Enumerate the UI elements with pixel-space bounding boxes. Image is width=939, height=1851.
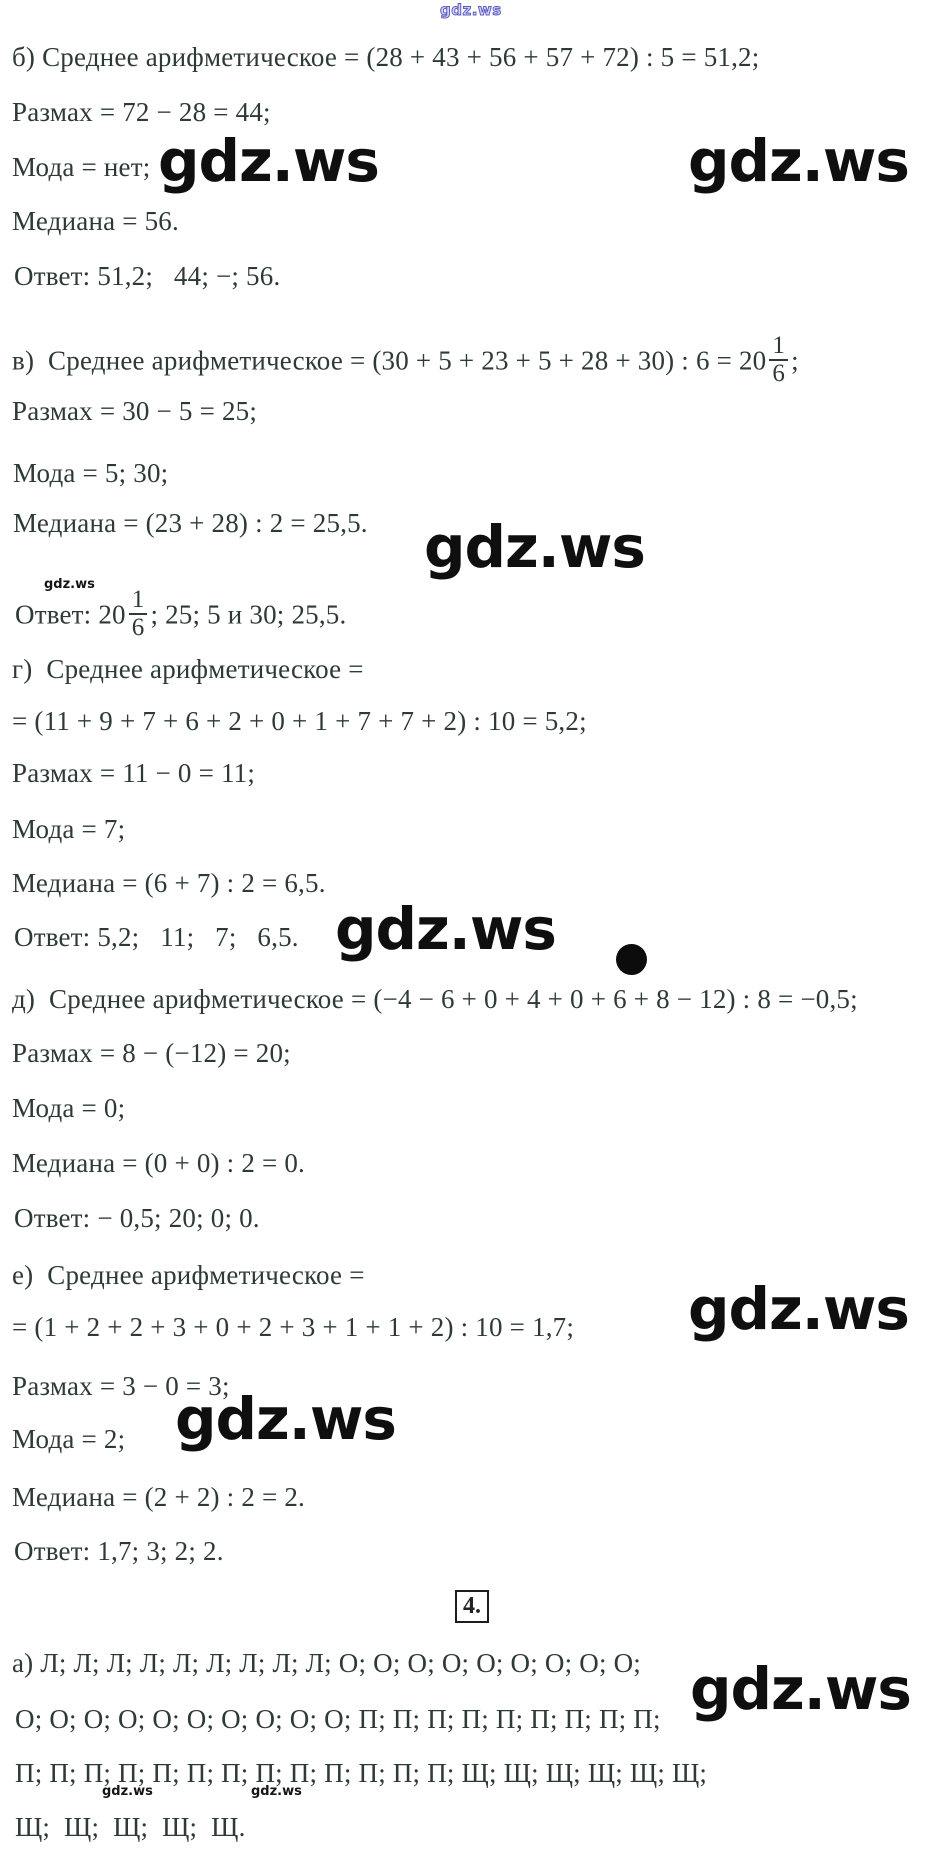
fraction-numerator: 1 bbox=[131, 586, 145, 613]
line-e-heading: е) Среднее арифметическое = bbox=[12, 1260, 365, 1290]
line-v-median: Медиана = (23 + 28) : 2 = 25,5. bbox=[13, 508, 368, 538]
gdzws-watermark-large-4: gdz.ws bbox=[335, 895, 557, 963]
line-task4-2: О; О; О; О; О; О; О; О; О; О; П; П; П; П… bbox=[15, 1704, 661, 1734]
gdzws-watermark-large-7: gdz.ws bbox=[690, 1655, 912, 1723]
gdzws-watermark-large-3: gdz.ws bbox=[424, 513, 646, 581]
line-v-mode: Мода = 5; 30; bbox=[13, 458, 169, 488]
v-answer-suffix: ; 25; 5 и 30; 25,5. bbox=[150, 599, 347, 630]
line-task4-4: Щ; Щ; Щ; Щ; Щ. bbox=[15, 1812, 246, 1842]
fraction-denominator: 6 bbox=[128, 613, 148, 641]
gdzws-watermark-large-6: gdz.ws bbox=[175, 1385, 397, 1453]
line-e-heading2: = (1 + 2 + 2 + 3 + 0 + 2 + 3 + 1 + 1 + 2… bbox=[12, 1312, 575, 1342]
line-d-answer: Ответ: − 0,5; 20; 0; 0. bbox=[14, 1203, 260, 1233]
line-e-range: Размах = 3 − 0 = 3; bbox=[12, 1371, 230, 1401]
fraction-numerator: 1 bbox=[772, 332, 786, 359]
gdzws-watermark-outline-top: gdz.ws bbox=[440, 1, 502, 19]
line-b-range: Размах = 72 − 28 = 44; bbox=[12, 97, 271, 127]
line-g-heading2: = (11 + 9 + 7 + 6 + 2 + 0 + 1 + 7 + 7 + … bbox=[12, 706, 587, 736]
line-b-mode: Мода = нет; bbox=[12, 152, 151, 182]
gdzws-watermark-large-2: gdz.ws bbox=[688, 127, 910, 195]
line-e-answer: Ответ: 1,7; 3; 2; 2. bbox=[14, 1536, 224, 1566]
gdzws-watermark-small-2: gdz.ws bbox=[102, 1784, 153, 1799]
line-task4-1: а) Л; Л; Л; Л; Л; Л; Л; Л; Л; О; О; О; О… bbox=[12, 1648, 641, 1678]
fraction-denominator: 6 bbox=[769, 359, 789, 387]
line-d-range: Размах = 8 − (−12) = 20; bbox=[12, 1038, 291, 1068]
line-b-answer: Ответ: 51,2; 44; −; 56. bbox=[14, 261, 281, 291]
ink-dot bbox=[616, 944, 647, 975]
line-e-mode: Мода = 2; bbox=[12, 1424, 126, 1454]
line-g-median: Медиана = (6 + 7) : 2 = 6,5. bbox=[12, 868, 326, 898]
line-b-median: Медиана = 56. bbox=[12, 206, 179, 236]
gdzws-watermark-small-3: gdz.ws bbox=[251, 1784, 302, 1799]
line-b-heading: б) Среднее арифметическое = (28 + 43 + 5… bbox=[12, 42, 760, 72]
line-e-median: Медиана = (2 + 2) : 2 = 2. bbox=[12, 1482, 305, 1512]
gdzws-watermark-large-1: gdz.ws bbox=[158, 127, 380, 195]
line-d-mode: Мода = 0; bbox=[12, 1093, 126, 1123]
gdzws-watermark-large-5: gdz.ws bbox=[688, 1275, 910, 1343]
line-v-range: Размах = 30 − 5 = 25; bbox=[12, 396, 258, 426]
line-d-median: Медиана = (0 + 0) : 2 = 0. bbox=[12, 1148, 305, 1178]
v-answer-text: Ответ: 20 bbox=[15, 599, 126, 630]
line-v-answer: Ответ: 20 1 6; 25; 5 и 30; 25,5. bbox=[15, 586, 347, 645]
line-g-answer: Ответ: 5,2; 11; 7; 6,5. bbox=[14, 922, 299, 952]
line-v-heading: в) Среднее арифметическое = (30 + 5 + 23… bbox=[12, 332, 799, 391]
gdzws-watermark-small-1: gdz.ws bbox=[44, 577, 95, 592]
line-d-heading: д) Среднее арифметическое = (−4 − 6 + 0 … bbox=[12, 984, 858, 1014]
line-task4-3: П; П; П; П; П; П; П; П; П; П; П; П; П; Щ… bbox=[15, 1758, 708, 1788]
v-heading-suffix: ; bbox=[791, 345, 799, 376]
line-g-mode: Мода = 7; bbox=[12, 814, 126, 844]
v-heading-text: в) Среднее арифметическое = (30 + 5 + 23… bbox=[12, 345, 767, 376]
line-g-range: Размах = 11 − 0 = 11; bbox=[12, 758, 256, 788]
task-number-box: 4. bbox=[455, 1590, 489, 1624]
line-g-heading: г) Среднее арифметическое = bbox=[12, 654, 364, 684]
